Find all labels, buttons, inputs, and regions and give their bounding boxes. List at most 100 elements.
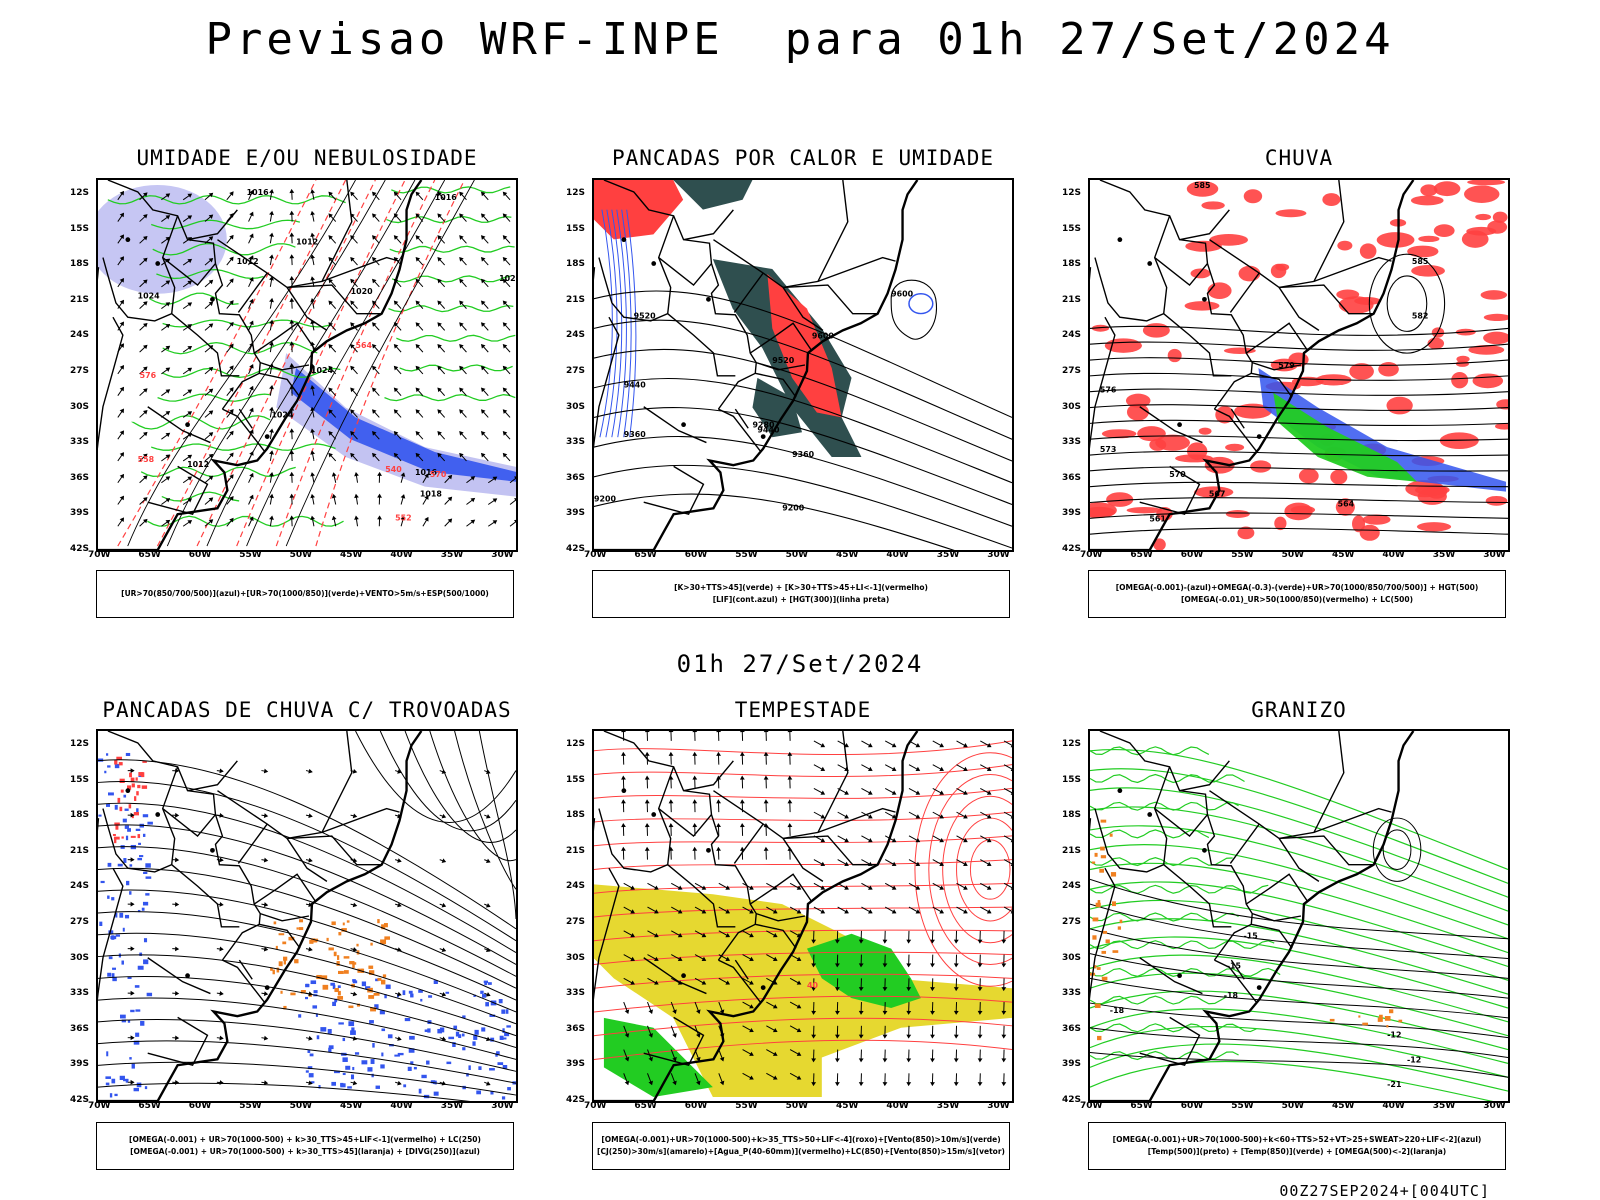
latitude-label: 24S (70, 330, 90, 341)
political-borders (98, 731, 400, 1067)
storm-orange-area (270, 919, 391, 1012)
longitude-label: 45W (836, 1101, 859, 1111)
contour-label: 9440 (624, 381, 647, 390)
latitude-label: 30S (1062, 952, 1082, 963)
longitude-label: 55W (1231, 550, 1254, 560)
latitude-label: 33S (1062, 437, 1082, 448)
longitude-label: 70W (1080, 1101, 1103, 1111)
temperature-500-contour (1372, 817, 1422, 882)
longitude-label: 40W (886, 1101, 909, 1111)
contour-label: 570 (1169, 470, 1186, 479)
longitude-label: 30W (1483, 550, 1506, 560)
lake-marker (1202, 296, 1207, 302)
latitude-label: 27S (1062, 366, 1082, 376)
rain-red-area (1496, 399, 1508, 410)
rain-red-area (1410, 195, 1444, 206)
rain-red-area (1274, 516, 1287, 531)
geopotential-contour (1090, 388, 1508, 396)
latitude-label: 18S (1062, 810, 1082, 821)
humidity-blue-band (291, 367, 516, 482)
latitude-label: 39S (566, 508, 586, 519)
longitude-label: 30W (491, 550, 514, 560)
rain-green-area (1273, 392, 1417, 482)
rain-red-area (1464, 185, 1500, 203)
rain-red-area (1091, 324, 1110, 332)
rain-red-area (1243, 189, 1263, 204)
temperature-850-green-contour (1090, 801, 1239, 811)
longitude-label: 50W (1281, 1101, 1305, 1111)
latitude-label: 21S (70, 845, 90, 856)
temperature-850-green-contour (1090, 1023, 1257, 1033)
temperature-500-contour (1090, 977, 1508, 1019)
divergence-blue-area (98, 752, 153, 1098)
rain-red-area (1106, 492, 1134, 507)
streamline-red (942, 795, 1012, 944)
longitude-label: 60W (188, 550, 212, 560)
temperature-850-green-contour (1090, 899, 1508, 981)
latitude-label: 33S (566, 988, 586, 999)
lake-marker (210, 847, 215, 853)
storm-red-area (112, 756, 148, 844)
latitude-label: 12S (1062, 188, 1082, 198)
rain-red-area (1335, 498, 1355, 516)
temperature-850-green-contour (1090, 972, 1508, 1037)
pressure-contour (127, 180, 356, 547)
latitude-label: 12S (566, 188, 586, 198)
political-borders (594, 180, 896, 516)
pressure-contour (285, 180, 475, 547)
contour-label: 552 (395, 513, 412, 522)
rain-red-area (1420, 184, 1438, 197)
coastline (1090, 731, 1415, 1101)
streamline (98, 846, 516, 977)
political-borders (98, 180, 400, 516)
contour-label: 9200 (594, 495, 617, 504)
longitude-label: 40W (1382, 1101, 1405, 1111)
temperature-850-green-contour (1090, 1008, 1508, 1064)
humidity-green-contour (156, 268, 264, 280)
longitude-label: 65W (138, 550, 161, 560)
panel-title: CHUVA (1264, 146, 1334, 170)
latitude-label: 36S (1062, 472, 1082, 483)
longitude-label: 65W (1130, 550, 1153, 560)
longitude-label: 70W (584, 550, 607, 560)
latitude-label: 27S (566, 917, 586, 927)
contour-label: 564 (1338, 499, 1355, 508)
temperature-850-green-contour (1090, 829, 1210, 839)
contour-label: 9200 (782, 503, 805, 512)
humidity-green-contour (151, 219, 301, 230)
map-area: 1016 1016 1012 1012 1020 1024 1020 1024 1024 1012… (96, 178, 518, 552)
longitude-label: 30W (987, 550, 1010, 560)
lake-marker (651, 261, 657, 266)
contour-label: 540 (385, 465, 402, 474)
map-area: -15 -18 -18 -15 -12 -12 -21 (1088, 729, 1510, 1103)
temperature-850-green-contour (1090, 1050, 1239, 1061)
humidity-green-contour (140, 466, 296, 478)
latitude-label: 12S (1062, 739, 1082, 749)
lifted-index-blue-contour (605, 209, 618, 438)
rain-red-area (1237, 526, 1255, 540)
longitude-label: 50W (289, 1101, 313, 1111)
streamline-red (594, 764, 1012, 777)
streamline (98, 1019, 516, 1072)
temperature-850-green-contour (1090, 748, 1508, 871)
map-canvas: 40 (594, 731, 1012, 1101)
rain-red-area (1322, 193, 1341, 206)
rain-red-area (1126, 403, 1149, 421)
contour-label: 9360 (624, 430, 647, 439)
rain-red-area (1275, 209, 1307, 218)
lake-marker (1147, 812, 1153, 817)
lake-marker (706, 847, 711, 853)
rain-red-area (1472, 373, 1504, 389)
geopotential-contour (1090, 419, 1508, 427)
legend-box: [OMEGA(-0.001) + UR>70(1000-500) + k>30_… (96, 1122, 514, 1170)
map-area: 9600 9520 9600 9440 9520 9360 9440 9280 9360 9200… (592, 178, 1014, 552)
contour-label: 9360 (792, 450, 815, 459)
contour-label: 9280 (752, 420, 775, 429)
height-contour (594, 378, 1012, 484)
latitude-label: 30S (566, 952, 586, 963)
longitude-label: 40W (1382, 550, 1405, 560)
contour-label: 582 (1412, 312, 1429, 321)
lake-marker (185, 973, 190, 979)
lifted-index-blue-contour (599, 209, 613, 438)
lifted-index-blue-contour (616, 209, 627, 438)
